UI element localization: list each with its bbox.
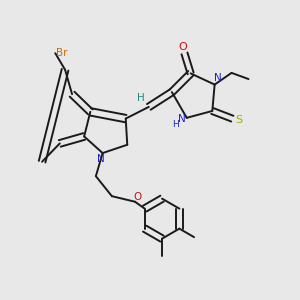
Text: N: N (214, 74, 222, 83)
Text: N: N (97, 154, 105, 164)
Text: S: S (236, 115, 243, 125)
Text: H: H (137, 93, 145, 103)
Text: Br: Br (56, 48, 68, 58)
Text: N: N (178, 114, 186, 124)
Text: O: O (178, 42, 187, 52)
Text: H: H (172, 120, 179, 129)
Text: O: O (133, 192, 142, 202)
